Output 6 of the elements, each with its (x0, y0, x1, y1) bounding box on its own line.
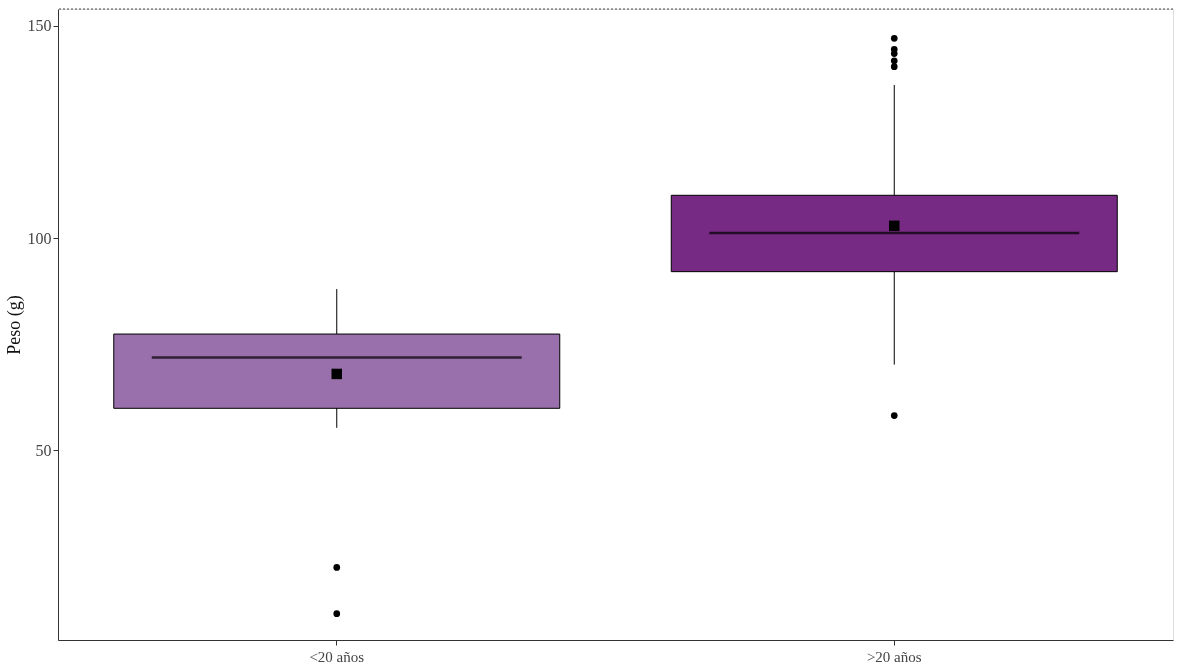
y-axis-title: Peso (g) (3, 295, 25, 355)
x-tick-label: >20 años (866, 648, 922, 665)
y-tick-label: 100 (27, 229, 52, 247)
y-tick-label: 50 (35, 441, 52, 459)
x-tick-label: <20 años (309, 648, 365, 665)
y-tick-label: 150 (27, 17, 52, 35)
